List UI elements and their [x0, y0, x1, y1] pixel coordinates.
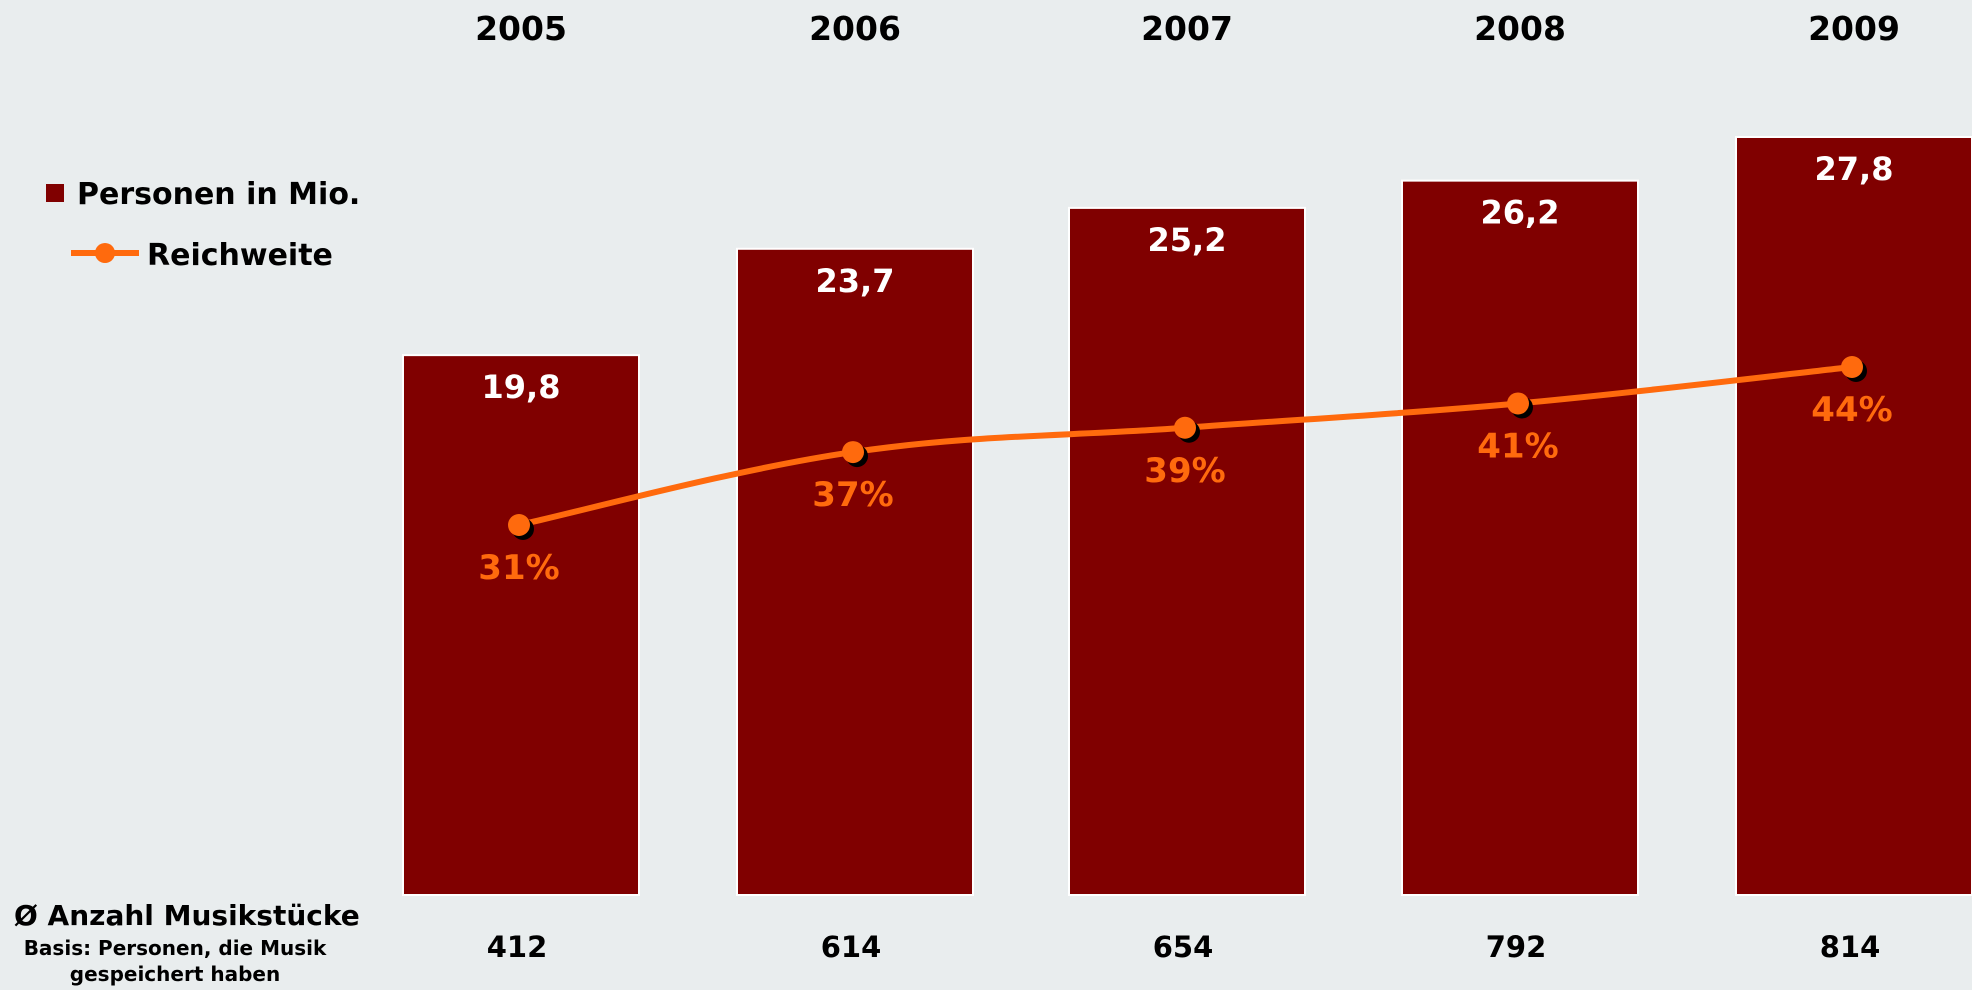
reichweite-marker-2005: [508, 514, 530, 536]
bar-value-label-2007: 25,2: [1148, 221, 1227, 259]
legend-line-label: Reichweite: [147, 238, 333, 273]
legend-line-marker: [95, 243, 115, 263]
count-label-2008: 792: [1486, 930, 1547, 964]
reichweite-label-2005: 31%: [478, 548, 559, 588]
year-label-2005: 2005: [475, 9, 567, 48]
year-label-2009: 2009: [1808, 9, 1900, 48]
count-label-2007: 654: [1153, 930, 1214, 964]
year-label-2007: 2007: [1141, 9, 1233, 48]
year-label-2006: 2006: [809, 9, 901, 48]
bar-2009: [1735, 136, 1972, 896]
reichweite-marker-2006: [842, 441, 864, 464]
bar-value-label-2009: 27,8: [1815, 150, 1894, 188]
legend: Personen in Mio. Reichweite: [46, 177, 360, 273]
bar-2006: [736, 247, 974, 896]
footer-title: Ø Anzahl Musikstücke: [14, 899, 360, 932]
footer-caption: Ø Anzahl Musikstücke Basis: Personen, di…: [14, 899, 360, 986]
count-label-2009: 814: [1820, 930, 1881, 964]
reichweite-label-2008: 41%: [1477, 426, 1558, 466]
bar-2007: [1068, 206, 1306, 896]
year-label-2008: 2008: [1474, 9, 1566, 48]
bar-2005: [402, 354, 640, 896]
count-label-2005: 412: [487, 930, 548, 964]
legend-bar-label: Personen in Mio.: [77, 177, 360, 212]
reichweite-label-2007: 39%: [1144, 451, 1225, 491]
legend-bar-swatch: [46, 184, 64, 202]
reichweite-marker-2007: [1174, 416, 1196, 439]
reichweite-label-2009: 44%: [1811, 390, 1892, 430]
bar-2008: [1401, 179, 1639, 896]
bar-value-label-2005: 19,8: [482, 368, 561, 406]
bars-layer: [402, 136, 1972, 896]
reichweite-label-2006: 37%: [812, 475, 893, 515]
reichweite-marker-2008: [1507, 392, 1529, 415]
labels-layer: 2005 19,8 412 2006 23,7 614 2007 25,2 654 2008 26,…: [475, 9, 1900, 964]
count-label-2006: 614: [821, 930, 882, 964]
reichweite-line-layer: [508, 356, 1867, 540]
reichweite-marker-2009: [1841, 356, 1863, 378]
footer-subtitle-line2: gespeichert haben: [70, 962, 280, 986]
bar-value-label-2008: 26,2: [1481, 194, 1560, 232]
footer-subtitle-line1: Basis: Personen, die Musik: [24, 936, 327, 960]
bar-value-label-2006: 23,7: [816, 262, 895, 300]
